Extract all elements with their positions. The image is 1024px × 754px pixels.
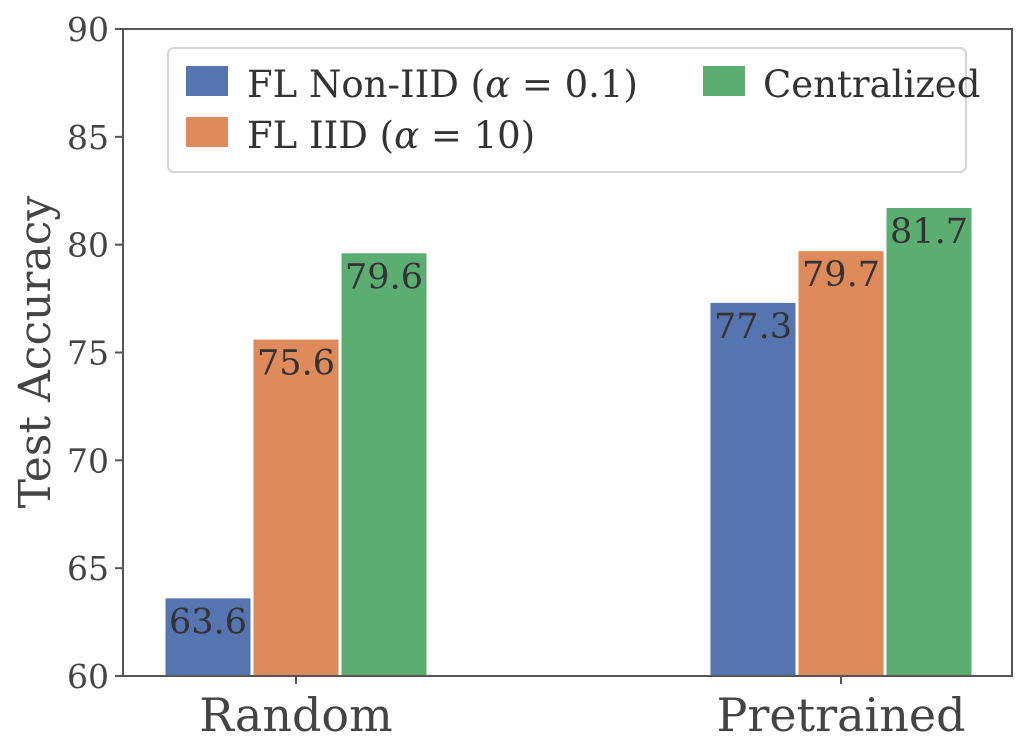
bar-pretrained-series-3 xyxy=(886,208,972,676)
legend-label-series-3: Centralized xyxy=(763,63,980,106)
bar-pretrained-series-2 xyxy=(798,251,884,677)
bar-value-label: 79.7 xyxy=(802,255,880,295)
labels-layer: 63.6 75.6 79.6 77.379.781.7 xyxy=(169,212,968,642)
legend-swatch-series-3 xyxy=(703,66,745,96)
x-tick-label-pretrained: Pretrained xyxy=(716,688,965,742)
bar-pretrained-series-1 xyxy=(710,302,796,676)
bar-random-series-1 xyxy=(165,598,251,676)
y-tick-label: 65 xyxy=(67,549,109,588)
y-tick-label: 70 xyxy=(67,441,109,480)
x-tick-label-random: Random xyxy=(199,688,393,742)
bar-value-label: 75.6 xyxy=(257,344,335,384)
legend: FL Non-IID (α = 0.1) FL IID (α = 10) Centr… xyxy=(167,47,980,173)
y-tick-label: 85 xyxy=(67,118,109,157)
y-tick-label: 80 xyxy=(67,226,109,265)
y-tick-label: 60 xyxy=(67,657,109,696)
y-axis-title: Test Accuracy xyxy=(10,196,61,509)
bar-random-series-2 xyxy=(253,339,339,676)
bars-layer xyxy=(165,208,972,677)
bar-random-series-3 xyxy=(341,253,427,676)
y-tick-label: 75 xyxy=(67,334,109,373)
legend-label-series-2: FL IID (α = 10) xyxy=(247,114,535,157)
bar-value-label: 77.3 xyxy=(714,307,792,347)
bar-value-label: 63.6 xyxy=(169,602,247,642)
legend-box xyxy=(167,47,967,173)
bar-value-label: 79.6 xyxy=(345,257,423,297)
legend-label-series-1: FL Non-IID (α = 0.1) xyxy=(247,63,638,106)
y-tick-label: 90 xyxy=(67,10,109,49)
axes-layer: 60 65 70 75 80 85 90 Random Pretrained Test Accur… xyxy=(10,10,1013,742)
legend-swatch-series-2 xyxy=(186,117,228,147)
bar-value-label: 81.7 xyxy=(890,212,968,252)
legend-swatch-series-1 xyxy=(186,66,228,96)
